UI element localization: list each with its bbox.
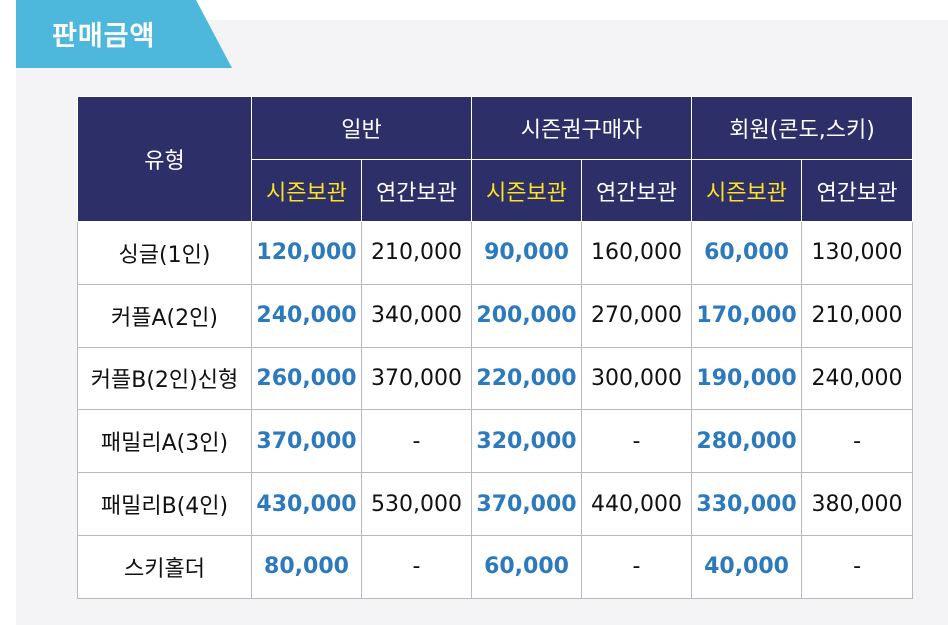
cell-value: - (360, 534, 473, 599)
row-type: 패밀리B(4인) (77, 472, 252, 536)
cell-value: 170,000 (691, 283, 803, 348)
row-type: 커플B(2인)신형 (77, 346, 252, 411)
table-row: 커플A(2인) 240,000 340,000 200,000 270,000 … (77, 283, 914, 348)
cell-value: 370,000 (471, 472, 583, 536)
cell-value: 300,000 (581, 346, 693, 411)
table-row: 패밀리A(3인) 370,000 - 320,000 - 280,000 - (77, 409, 914, 474)
cell-value: 340,000 (360, 283, 473, 348)
cell-value: 60,000 (691, 221, 803, 285)
cell-value: 280,000 (691, 409, 803, 474)
group-header-season-pass: 시즌권구매자 (471, 96, 693, 160)
cell-value: - (801, 409, 914, 474)
sub-header-season: 시즌보관 (691, 159, 803, 222)
cell-value: 320,000 (471, 409, 583, 474)
cell-value: 240,000 (251, 283, 362, 348)
cell-value: 370,000 (251, 409, 362, 474)
sub-header-season: 시즌보관 (251, 159, 362, 222)
group-header-member: 회원(콘도,스키) (691, 96, 914, 160)
cell-value: 440,000 (581, 472, 693, 536)
cell-value: - (360, 409, 473, 474)
cell-value: - (581, 534, 693, 599)
cell-value: 160,000 (581, 221, 693, 285)
cell-value: 240,000 (801, 346, 914, 411)
sub-header-season: 시즌보관 (471, 159, 583, 222)
cell-value: 530,000 (360, 472, 473, 536)
cell-value: 190,000 (691, 346, 803, 411)
sub-header-annual: 연간보관 (801, 159, 914, 222)
price-table: 유형 일반 시즌권구매자 회원(콘도,스키) 시즌보관 연간보관 시즌보관 연간… (77, 96, 914, 599)
cell-value: 120,000 (251, 221, 362, 285)
cell-value: 40,000 (691, 534, 803, 599)
cell-value: 200,000 (471, 283, 583, 348)
row-type: 패밀리A(3인) (77, 409, 252, 474)
sub-header-annual: 연간보관 (360, 159, 473, 222)
cell-value: 430,000 (251, 472, 362, 536)
table-row: 패밀리B(4인) 430,000 530,000 370,000 440,000… (77, 472, 914, 536)
cell-value: - (801, 534, 914, 599)
cell-value: 130,000 (801, 221, 914, 285)
table-row: 스키홀더 80,000 - 60,000 - 40,000 - (77, 534, 914, 599)
cell-value: 370,000 (360, 346, 473, 411)
cell-value: 330,000 (691, 472, 803, 536)
cell-value: - (581, 409, 693, 474)
group-header-general: 일반 (250, 96, 473, 160)
cell-value: 90,000 (471, 221, 583, 285)
sub-header-annual: 연간보관 (581, 159, 693, 222)
row-type: 커플A(2인) (77, 283, 252, 348)
cell-value: 80,000 (251, 534, 362, 599)
row-type: 스키홀더 (77, 534, 252, 599)
cell-value: 210,000 (360, 221, 473, 285)
cell-value: 270,000 (581, 283, 693, 348)
title-tab (16, 0, 232, 68)
page-title: 판매금액 (52, 21, 156, 52)
cell-value: 260,000 (251, 346, 362, 411)
table-row: 싱글(1인) 120,000 210,000 90,000 160,000 60… (77, 221, 914, 285)
cell-value: 60,000 (471, 534, 583, 599)
row-type: 싱글(1인) (77, 221, 252, 285)
cell-value: 380,000 (801, 472, 914, 536)
table-row: 커플B(2인)신형 260,000 370,000 220,000 300,00… (77, 346, 914, 411)
cell-value: 220,000 (471, 346, 583, 411)
cell-value: 210,000 (801, 283, 914, 348)
type-header: 유형 (77, 96, 252, 222)
